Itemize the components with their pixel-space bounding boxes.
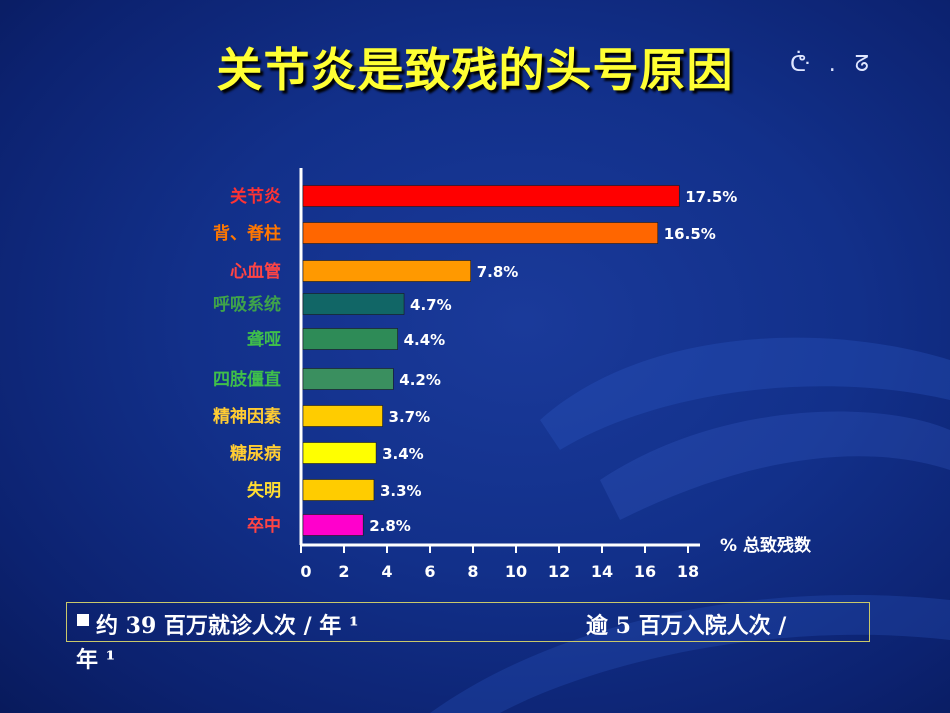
x-tick-label: 6	[424, 562, 435, 581]
value-label: 4.2%	[399, 371, 441, 389]
value-label: 7.8%	[477, 263, 519, 281]
value-label: 16.5%	[664, 225, 716, 243]
x-axis-label: % 总致残数	[720, 535, 812, 556]
page-title: 关节炎是致残的头号原因	[216, 43, 734, 97]
category-label: 呼吸系统	[213, 294, 281, 315]
category-label: 关节炎	[230, 186, 281, 207]
x-tick-label: 4	[381, 562, 392, 581]
footer-stat-unit: 年 ¹	[76, 647, 116, 673]
bar	[302, 405, 383, 427]
value-label: 3.4%	[382, 445, 424, 463]
x-tick-label: 16	[634, 562, 656, 581]
footer-stat-admissions: 逾 5 百万入院人次 /	[586, 613, 787, 639]
bar	[302, 260, 471, 282]
x-tick-label: 12	[548, 562, 570, 581]
x-tick-label: 2	[338, 562, 349, 581]
category-label: 背、脊柱	[213, 223, 281, 244]
bar	[302, 222, 659, 244]
category-label: 精神因素	[213, 406, 281, 427]
bullet-icon	[77, 614, 89, 626]
category-label: 聋哑	[247, 329, 281, 350]
x-tick-label: 10	[505, 562, 527, 581]
value-label: 17.5%	[685, 188, 737, 206]
category-label: 四肢僵直	[213, 369, 281, 390]
bar	[302, 293, 405, 315]
footer-stat-visits: 约 39 百万就诊人次 / 年 ¹	[96, 613, 359, 639]
category-label: 心血管	[230, 261, 281, 282]
bar	[302, 328, 398, 350]
bar	[302, 442, 377, 464]
bar	[302, 514, 364, 536]
value-label: 2.8%	[369, 517, 411, 535]
value-label: 4.7%	[410, 296, 452, 314]
value-label: 4.4%	[404, 331, 446, 349]
x-tick-label: 14	[591, 562, 613, 581]
bar	[302, 185, 680, 207]
bar	[302, 368, 394, 390]
value-label: 3.3%	[380, 482, 422, 500]
footer-box	[66, 602, 870, 642]
x-tick-label: 18	[677, 562, 699, 581]
x-tick-label: 8	[467, 562, 478, 581]
category-label: 糖尿病	[230, 443, 281, 464]
bar	[302, 479, 375, 501]
x-tick-label: 0	[300, 562, 311, 581]
category-label: 失明	[247, 480, 281, 501]
category-label: 卒中	[247, 515, 281, 536]
title-decoration: ᕩ . ᘔ	[790, 52, 876, 77]
value-label: 3.7%	[389, 408, 431, 426]
